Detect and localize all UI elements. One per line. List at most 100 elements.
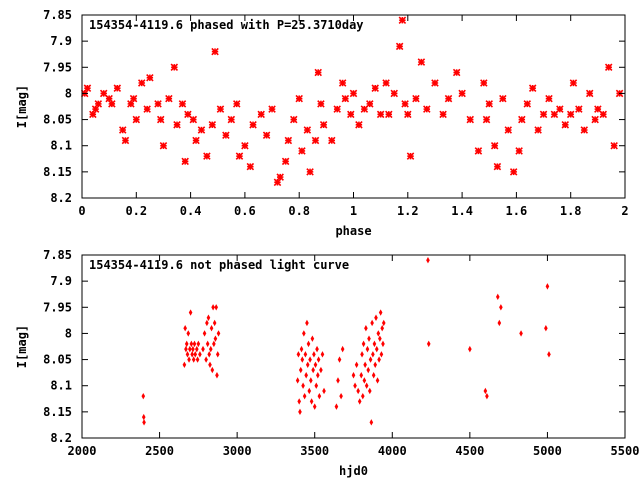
plot-frame bbox=[81, 254, 626, 439]
data-point bbox=[205, 340, 210, 348]
data-point bbox=[209, 325, 214, 332]
data-point bbox=[379, 351, 384, 358]
data-point bbox=[361, 340, 366, 348]
data-point bbox=[431, 79, 439, 87]
data-point bbox=[183, 325, 187, 332]
data-point bbox=[193, 351, 198, 358]
data-point bbox=[485, 100, 494, 108]
data-point bbox=[539, 110, 548, 119]
data-point bbox=[378, 309, 383, 316]
y-tick-label: 7.85 bbox=[43, 248, 72, 262]
y-tick-label: 8.1 bbox=[50, 379, 72, 393]
data-point bbox=[113, 84, 122, 92]
data-point bbox=[319, 121, 328, 129]
data-point bbox=[474, 147, 483, 155]
data-point bbox=[340, 345, 345, 353]
data-point bbox=[426, 340, 431, 348]
data-point bbox=[499, 94, 507, 103]
data-point bbox=[121, 136, 130, 145]
data-point bbox=[398, 16, 407, 24]
data-point bbox=[211, 304, 215, 311]
data-point bbox=[316, 372, 320, 379]
data-point bbox=[458, 89, 466, 98]
data-point bbox=[170, 63, 179, 72]
x-tick-label: 1.8 bbox=[560, 204, 582, 218]
y-axis-label: I[mag] bbox=[15, 325, 29, 368]
y-tick-label: 8.15 bbox=[43, 405, 72, 419]
data-point bbox=[201, 345, 205, 353]
data-point bbox=[351, 372, 356, 379]
data-point bbox=[466, 115, 475, 124]
y-tick-label: 7.85 bbox=[43, 8, 72, 22]
data-point bbox=[195, 356, 200, 363]
data-point bbox=[528, 84, 537, 92]
data-point bbox=[515, 147, 523, 155]
data-point bbox=[305, 361, 310, 368]
data-point bbox=[165, 94, 173, 103]
x-tick-label: 1.4 bbox=[451, 204, 473, 218]
x-tick-label: 1 bbox=[350, 204, 357, 218]
data-point bbox=[184, 340, 189, 348]
data-point bbox=[295, 377, 300, 384]
data-point bbox=[154, 100, 162, 108]
data-point bbox=[290, 115, 298, 124]
data-point bbox=[509, 168, 518, 176]
data-point bbox=[580, 126, 589, 134]
x-tick-label: 0.8 bbox=[288, 204, 310, 218]
data-point bbox=[214, 304, 218, 311]
data-point bbox=[599, 110, 608, 119]
data-point bbox=[142, 419, 146, 426]
data-point bbox=[480, 79, 488, 87]
data-point bbox=[371, 372, 376, 379]
data-point bbox=[604, 63, 613, 72]
data-point bbox=[208, 121, 217, 129]
data-point bbox=[423, 105, 431, 113]
data-point bbox=[173, 121, 181, 129]
x-tick-label: 1.6 bbox=[506, 204, 528, 218]
data-point bbox=[215, 351, 220, 358]
y-tick-label: 8 bbox=[65, 326, 72, 340]
data-point bbox=[312, 403, 317, 410]
data-point bbox=[198, 351, 202, 358]
data-point bbox=[313, 361, 318, 368]
data-point bbox=[314, 68, 322, 77]
data-point bbox=[426, 257, 430, 264]
data-point bbox=[482, 115, 491, 124]
data-point bbox=[385, 110, 393, 119]
data-point bbox=[374, 314, 378, 321]
data-point bbox=[363, 361, 367, 368]
data-point bbox=[585, 89, 594, 98]
data-point bbox=[295, 94, 303, 103]
data-point bbox=[212, 340, 216, 348]
data-point bbox=[365, 345, 370, 353]
data-point bbox=[499, 304, 503, 311]
data-point bbox=[302, 392, 307, 400]
data-point bbox=[191, 356, 196, 363]
data-point bbox=[284, 136, 293, 145]
data-point bbox=[159, 141, 168, 150]
data-point bbox=[192, 340, 197, 348]
unphased-panel: 2000 2500 3000 3500 4000 4500 5000 5500 7.85 7.9 7… bbox=[15, 248, 639, 478]
data-point bbox=[367, 335, 371, 342]
data-point bbox=[518, 115, 526, 124]
data-point bbox=[376, 110, 385, 119]
data-point bbox=[356, 387, 360, 395]
x-axis-label: phase bbox=[335, 224, 371, 238]
y-tick-label: 7.95 bbox=[43, 60, 72, 74]
data-point bbox=[381, 340, 385, 348]
data-point bbox=[257, 110, 265, 119]
data-point bbox=[281, 157, 290, 166]
data-point bbox=[216, 330, 221, 337]
data-point bbox=[339, 392, 343, 400]
y-tick-label: 7.9 bbox=[50, 34, 72, 48]
data-point bbox=[184, 345, 188, 353]
x-tick-label: 5500 bbox=[611, 444, 640, 458]
data-point bbox=[373, 361, 378, 368]
data-point bbox=[497, 319, 502, 327]
data-point bbox=[305, 319, 309, 327]
data-point bbox=[347, 110, 355, 119]
data-point bbox=[364, 382, 369, 389]
data-point bbox=[182, 361, 187, 368]
data-point bbox=[196, 340, 201, 348]
data-point bbox=[444, 94, 453, 103]
